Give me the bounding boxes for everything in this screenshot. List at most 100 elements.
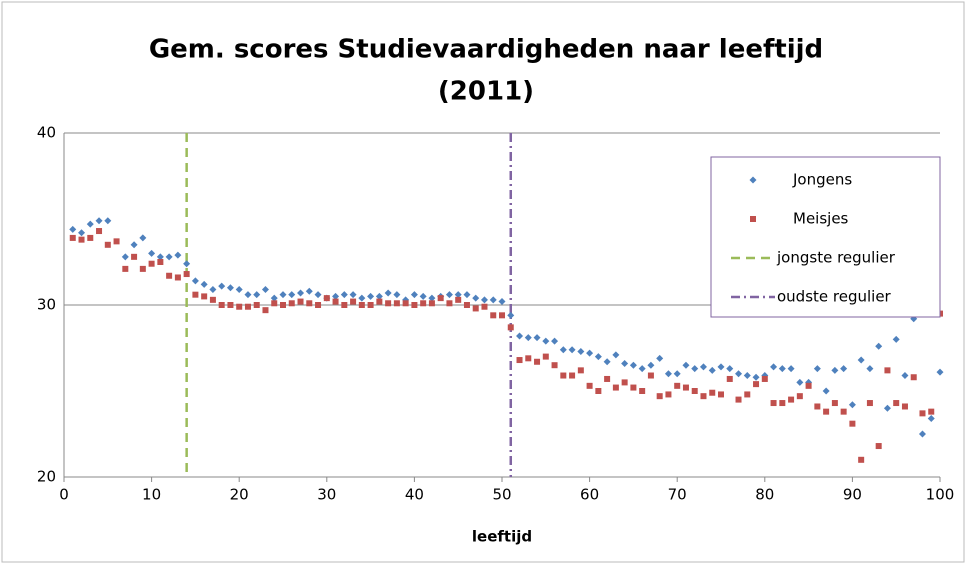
x-tick-label: 10 <box>142 486 161 504</box>
x-tick-label: 30 <box>317 486 336 504</box>
data-point <box>919 410 926 417</box>
data-point <box>288 300 295 307</box>
x-tick-label: 50 <box>492 486 511 504</box>
data-point <box>358 302 365 308</box>
data-point <box>454 291 462 299</box>
data-point <box>288 291 296 299</box>
data-point <box>209 296 216 303</box>
x-tick-label: 100 <box>926 486 955 504</box>
data-point <box>577 347 585 355</box>
data-point <box>183 260 191 268</box>
data-point <box>699 363 707 371</box>
data-point <box>297 298 304 305</box>
data-point <box>236 303 243 310</box>
chart-title: Gem. scores Studievaardigheden naar leef… <box>149 35 823 65</box>
data-point <box>297 289 305 297</box>
data-point <box>840 408 847 415</box>
data-point <box>419 292 427 300</box>
data-point <box>148 260 155 267</box>
data-point <box>192 291 199 298</box>
data-point <box>682 361 690 369</box>
data-point <box>490 312 497 319</box>
data-point <box>831 366 839 374</box>
data-point <box>560 372 567 379</box>
data-point <box>358 294 366 302</box>
chart-title: (2011) <box>438 77 534 107</box>
data-point <box>498 298 506 306</box>
data-point <box>174 251 182 259</box>
legend-label: jongste regulier <box>776 249 896 267</box>
data-point <box>586 382 593 389</box>
data-point <box>367 302 374 308</box>
data-point <box>306 300 313 307</box>
data-point <box>455 296 462 303</box>
data-point <box>893 400 900 407</box>
data-point <box>121 253 129 261</box>
x-tick-label: 0 <box>59 486 69 504</box>
data-point <box>280 302 286 308</box>
data-point <box>831 400 838 407</box>
data-point <box>875 443 882 450</box>
data-point <box>665 391 672 398</box>
data-point <box>840 365 848 373</box>
legend-label: oudste regulier <box>777 288 892 306</box>
x-axis-label: leeftijd <box>472 528 532 546</box>
data-point <box>218 282 226 290</box>
data-point <box>770 400 777 407</box>
data-point <box>858 456 865 463</box>
data-point <box>779 400 786 407</box>
data-point <box>551 362 558 369</box>
data-point <box>480 296 488 304</box>
data-point <box>122 265 129 272</box>
data-point <box>753 381 760 388</box>
data-point <box>305 287 313 295</box>
data-point <box>209 286 217 294</box>
data-point <box>385 300 392 307</box>
data-point <box>420 300 427 307</box>
data-point <box>244 303 251 310</box>
data-point <box>708 366 716 374</box>
data-point <box>350 298 357 305</box>
data-point <box>226 284 234 292</box>
data-point <box>726 365 734 373</box>
data-point <box>367 292 375 300</box>
data-point <box>332 298 339 305</box>
x-tick-label: 40 <box>405 486 424 504</box>
data-point <box>261 286 269 294</box>
data-point <box>822 387 830 395</box>
data-point <box>709 389 716 396</box>
data-point <box>936 368 944 376</box>
data-point <box>533 334 541 342</box>
data-point <box>516 332 524 340</box>
x-tick-label: 60 <box>580 486 599 504</box>
data-point <box>884 367 891 374</box>
data-point <box>411 302 418 308</box>
data-point <box>752 373 760 381</box>
data-point <box>340 291 348 299</box>
data-point <box>568 346 576 354</box>
data-point <box>814 403 821 410</box>
data-point <box>849 420 856 427</box>
data-point <box>235 286 243 294</box>
data-point <box>410 291 418 299</box>
data-point <box>910 374 917 381</box>
data-point <box>918 430 926 438</box>
data-point <box>630 384 637 391</box>
data-point <box>323 295 330 302</box>
data-point <box>95 217 103 225</box>
data-point <box>375 292 383 300</box>
data-point <box>901 372 909 380</box>
data-point <box>534 358 541 365</box>
data-point <box>559 346 567 354</box>
data-point <box>735 370 743 378</box>
data-point <box>270 294 278 302</box>
data-point <box>735 396 742 403</box>
data-point <box>437 295 444 302</box>
data-point <box>612 351 620 359</box>
legend-label: Meisjes <box>793 210 849 228</box>
data-point <box>156 253 164 261</box>
data-point <box>87 234 94 241</box>
data-point <box>139 234 147 242</box>
data-point <box>718 391 724 398</box>
data-point <box>174 274 181 281</box>
